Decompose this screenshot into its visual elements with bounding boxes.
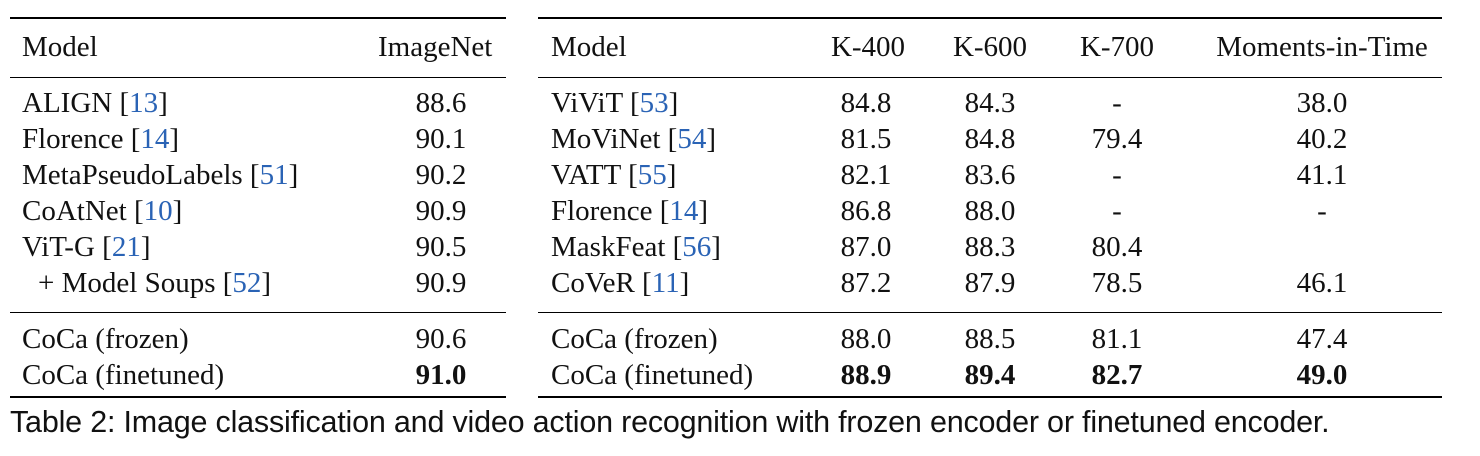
k400-value: 87.2: [840, 267, 892, 299]
table-caption: Table 2: Image classification and video …: [10, 405, 1330, 439]
table-bottom-rule: [538, 396, 1442, 398]
model-name: ViT-G [21]: [22, 231, 151, 263]
k400-value: 87.0: [840, 231, 892, 263]
citation-link[interactable]: 54: [677, 123, 707, 155]
table-top-rule: [538, 17, 1442, 19]
column-header-model: Model: [551, 31, 627, 63]
model-name: CoVeR [11]: [551, 267, 690, 299]
k700-value: 81.1: [1091, 323, 1143, 355]
model-name: MoViNet [54]: [551, 123, 717, 155]
imagenet-value: 90.5: [415, 231, 467, 263]
citation-link[interactable]: 10: [143, 195, 173, 227]
citation-link[interactable]: 52: [232, 267, 262, 299]
k700-value: 80.4: [1091, 231, 1143, 263]
header-rule: [538, 77, 1442, 78]
model-name: CoCa (frozen): [22, 323, 189, 355]
k400-value: 88.9: [840, 359, 892, 391]
imagenet-value: 88.6: [415, 87, 467, 119]
column-header-model: Model: [22, 31, 98, 63]
citation-link[interactable]: 11: [651, 267, 680, 299]
citation-link[interactable]: 13: [129, 87, 159, 119]
model-name: VATT [55]: [551, 159, 677, 191]
table-bottom-rule: [10, 396, 506, 398]
k400-value: 81.5: [840, 123, 892, 155]
citation-link[interactable]: 53: [639, 87, 669, 119]
k600-value: 88.3: [964, 231, 1016, 263]
k600-value: 87.9: [964, 267, 1016, 299]
k600-value: 84.3: [964, 87, 1016, 119]
k600-value: 88.5: [964, 323, 1016, 355]
k600-value: 83.6: [964, 159, 1016, 191]
column-header-moments-in-time: Moments-in-Time: [1216, 31, 1428, 63]
k700-value: 78.5: [1091, 267, 1143, 299]
header-rule: [10, 77, 506, 78]
k700-value: -: [1112, 87, 1122, 119]
model-name: CoCa (finetuned): [22, 359, 225, 391]
k600-value: 84.8: [964, 123, 1016, 155]
model-name: MaskFeat [56]: [551, 231, 721, 263]
mit-value: 46.1: [1296, 267, 1348, 299]
mit-value: 38.0: [1296, 87, 1348, 119]
imagenet-value: 90.1: [415, 123, 467, 155]
model-name: CoAtNet [10]: [22, 195, 183, 227]
k600-value: 89.4: [964, 359, 1016, 391]
model-name: CoCa (frozen): [551, 323, 718, 355]
mit-value: 49.0: [1296, 359, 1348, 391]
model-name: ViViT [53]: [551, 87, 679, 119]
imagenet-value: 91.0: [415, 359, 467, 391]
model-name: + Model Soups [52]: [38, 267, 272, 299]
citation-link[interactable]: 21: [111, 231, 141, 263]
model-name: CoCa (finetuned): [551, 359, 754, 391]
model-name: MetaPseudoLabels [51]: [22, 159, 299, 191]
section-rule: [10, 312, 506, 313]
column-header-k400: K-400: [830, 31, 906, 63]
mit-value: 41.1: [1296, 159, 1348, 191]
imagenet-value: 90.9: [415, 267, 467, 299]
k600-value: 88.0: [964, 195, 1016, 227]
k700-value: 79.4: [1091, 123, 1143, 155]
k400-value: 86.8: [840, 195, 892, 227]
imagenet-value: 90.2: [415, 159, 467, 191]
citation-link[interactable]: 14: [669, 195, 699, 227]
mit-value: 47.4: [1296, 323, 1348, 355]
column-header-imagenet: ImageNet: [378, 31, 493, 63]
mit-value: -: [1317, 195, 1327, 227]
column-header-k700: K-700: [1079, 31, 1155, 63]
k700-value: -: [1112, 159, 1122, 191]
citation-link[interactable]: 51: [259, 159, 289, 191]
model-name: Florence [14]: [22, 123, 180, 155]
citation-link[interactable]: 56: [682, 231, 712, 263]
column-header-k600: K-600: [952, 31, 1028, 63]
k700-value: 82.7: [1091, 359, 1143, 391]
mit-value: 40.2: [1296, 123, 1348, 155]
model-name: ALIGN [13]: [22, 87, 168, 119]
k400-value: 82.1: [840, 159, 892, 191]
table-top-rule: [10, 17, 506, 19]
citation-link[interactable]: 14: [140, 123, 170, 155]
model-name: Florence [14]: [551, 195, 709, 227]
imagenet-value: 90.6: [415, 323, 467, 355]
k400-value: 84.8: [840, 87, 892, 119]
imagenet-value: 90.9: [415, 195, 467, 227]
citation-link[interactable]: 55: [637, 159, 667, 191]
k400-value: 88.0: [840, 323, 892, 355]
section-rule: [538, 312, 1442, 313]
k700-value: -: [1112, 195, 1122, 227]
